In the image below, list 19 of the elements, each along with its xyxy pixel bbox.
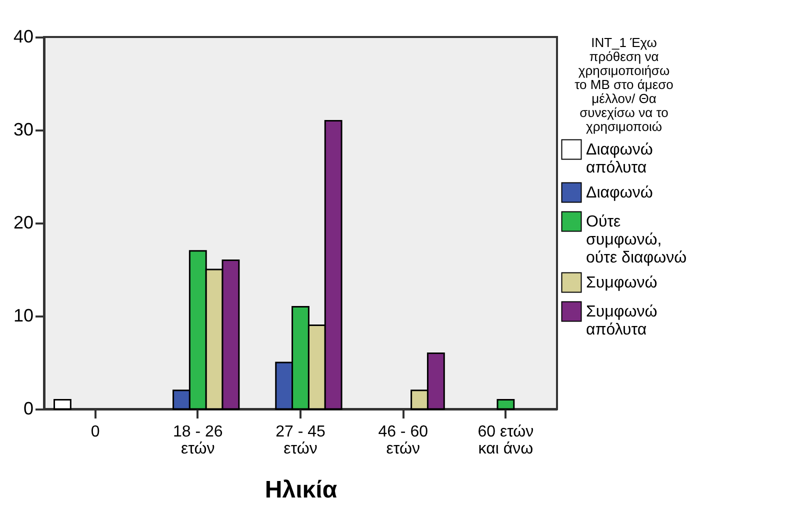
y-tick-label: 20	[13, 212, 34, 232]
legend-label: Συμφωνώ απόλυτα	[586, 304, 658, 338]
x-axis-title: Ηλικία	[264, 476, 338, 504]
legend-label: Διαφωνώ	[586, 184, 653, 202]
y-tick-label: 40	[13, 26, 34, 46]
legend-label: Ούτε συμφωνώ, ούτε διαφωνώ	[586, 214, 687, 266]
legend-label: Συμφωνώ	[586, 274, 658, 292]
legend-title: INT_1 Έχω πρόθεση να χρησιμοποιήσω το ΜΒ στο άμεσο μέλλον/ Θα συνεχίσω να το χρησιμοποιώ	[574, 35, 674, 134]
x-tick-label: 0	[90, 424, 100, 440]
bar	[54, 398, 72, 410]
legend-label: Διαφωνώ απόλυτα	[586, 142, 653, 176]
y-tick-label: 30	[13, 120, 34, 140]
bar	[496, 398, 515, 410]
y-tick-label: 10	[13, 306, 34, 326]
y-tick-label: 0	[23, 398, 34, 418]
x-tick-label: 46 - 60 ετών	[378, 424, 428, 458]
x-tick-label: 18 - 26 ετών	[172, 424, 223, 458]
x-tick-label: 60 ετών και άνω	[478, 424, 534, 458]
x-tick-label: 27 - 45 ετών	[276, 424, 326, 458]
